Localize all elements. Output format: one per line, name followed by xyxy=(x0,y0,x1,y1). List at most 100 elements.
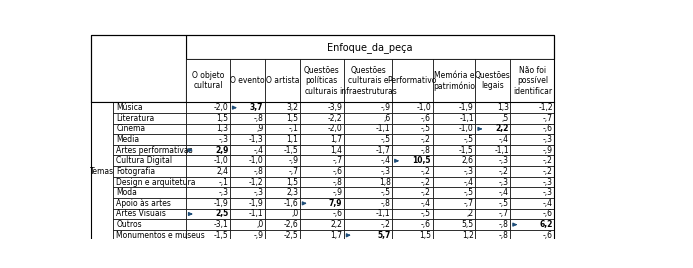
Bar xyxy=(432,177,475,187)
Bar xyxy=(265,145,300,155)
Text: -,1: -,1 xyxy=(288,124,298,133)
Text: -,6: -,6 xyxy=(543,124,553,133)
Bar xyxy=(300,155,344,166)
Bar xyxy=(300,59,344,102)
Bar xyxy=(392,113,432,124)
Bar xyxy=(432,102,475,113)
Text: Monumentos e museus: Monumentos e museus xyxy=(116,231,205,240)
Bar xyxy=(392,230,432,241)
Bar xyxy=(230,219,265,230)
Bar xyxy=(432,230,475,241)
Bar xyxy=(91,35,554,241)
Text: Questões
legais: Questões legais xyxy=(475,71,511,90)
Bar xyxy=(230,177,265,187)
Bar xyxy=(344,209,392,219)
Bar xyxy=(265,113,300,124)
Text: -,5: -,5 xyxy=(380,135,391,144)
Text: -1,7: -1,7 xyxy=(376,146,391,155)
Bar xyxy=(392,102,432,113)
Text: 1,7: 1,7 xyxy=(331,231,342,240)
Text: -,3: -,3 xyxy=(499,178,509,187)
Text: -2,2: -2,2 xyxy=(328,114,342,123)
Bar xyxy=(230,187,265,198)
Text: ,9: ,9 xyxy=(256,124,263,133)
Text: -,1: -,1 xyxy=(218,178,229,187)
Text: -1,0: -1,0 xyxy=(249,156,263,165)
Bar xyxy=(186,113,230,124)
Text: 1,5: 1,5 xyxy=(286,178,298,187)
Text: 2,4: 2,4 xyxy=(216,167,229,176)
Bar xyxy=(392,177,432,187)
Text: 1,5: 1,5 xyxy=(419,231,431,240)
Bar xyxy=(265,155,300,166)
Text: 1,5: 1,5 xyxy=(216,114,229,123)
Bar xyxy=(510,177,554,187)
Bar xyxy=(230,59,265,102)
Text: -1,2: -1,2 xyxy=(249,178,263,187)
Bar xyxy=(265,177,300,187)
Text: -,5: -,5 xyxy=(421,210,431,218)
Text: 1,3: 1,3 xyxy=(216,124,229,133)
Bar xyxy=(510,155,554,166)
Bar xyxy=(265,209,300,219)
Bar xyxy=(186,177,230,187)
Text: -,9: -,9 xyxy=(254,231,263,240)
Bar xyxy=(230,124,265,134)
Bar xyxy=(510,102,554,113)
Bar xyxy=(432,113,475,124)
Text: -,8: -,8 xyxy=(333,178,342,187)
Bar xyxy=(392,219,432,230)
Bar xyxy=(344,155,392,166)
Text: -,6: -,6 xyxy=(543,231,553,240)
Bar xyxy=(510,198,554,209)
Text: 1,2: 1,2 xyxy=(462,231,474,240)
Text: 2,3: 2,3 xyxy=(286,188,298,197)
Text: Artes Visuais: Artes Visuais xyxy=(116,210,166,218)
Bar xyxy=(300,113,344,124)
Text: Cinema: Cinema xyxy=(116,124,146,133)
Bar xyxy=(344,198,392,209)
Bar xyxy=(114,145,186,155)
Bar xyxy=(114,166,186,177)
Text: -,2: -,2 xyxy=(499,167,509,176)
Text: -1,1: -1,1 xyxy=(249,210,263,218)
Bar xyxy=(475,155,510,166)
Bar xyxy=(230,166,265,177)
Text: -,6: -,6 xyxy=(421,220,431,229)
Bar xyxy=(510,166,554,177)
Bar xyxy=(300,166,344,177)
Text: -,6: -,6 xyxy=(332,167,342,176)
Text: -,8: -,8 xyxy=(380,199,391,208)
Text: -,6: -,6 xyxy=(332,210,342,218)
Text: -,8: -,8 xyxy=(254,167,263,176)
Text: -1,9: -1,9 xyxy=(459,103,474,112)
Text: ,6: ,6 xyxy=(383,114,391,123)
Text: -,7: -,7 xyxy=(332,156,342,165)
Bar xyxy=(186,209,230,219)
Text: -3,9: -3,9 xyxy=(327,103,342,112)
Bar xyxy=(344,166,392,177)
Text: -1,3: -1,3 xyxy=(249,135,263,144)
Bar xyxy=(265,198,300,209)
Bar xyxy=(432,187,475,198)
Bar xyxy=(344,113,392,124)
Text: -,2: -,2 xyxy=(543,156,553,165)
Text: -1,0: -1,0 xyxy=(459,124,474,133)
Bar xyxy=(186,219,230,230)
Bar xyxy=(300,177,344,187)
Text: -,3: -,3 xyxy=(464,167,474,176)
Text: -2,6: -2,6 xyxy=(283,220,298,229)
Bar xyxy=(475,209,510,219)
Bar xyxy=(91,102,114,241)
Text: -2,0: -2,0 xyxy=(328,124,342,133)
Bar xyxy=(265,187,300,198)
Text: -,3: -,3 xyxy=(218,135,229,144)
Bar xyxy=(432,145,475,155)
Bar xyxy=(186,230,230,241)
Bar xyxy=(392,155,432,166)
Text: 2,2: 2,2 xyxy=(331,220,342,229)
Text: -3,1: -3,1 xyxy=(213,220,229,229)
Text: 1,5: 1,5 xyxy=(286,114,298,123)
Bar xyxy=(300,187,344,198)
Bar xyxy=(475,102,510,113)
